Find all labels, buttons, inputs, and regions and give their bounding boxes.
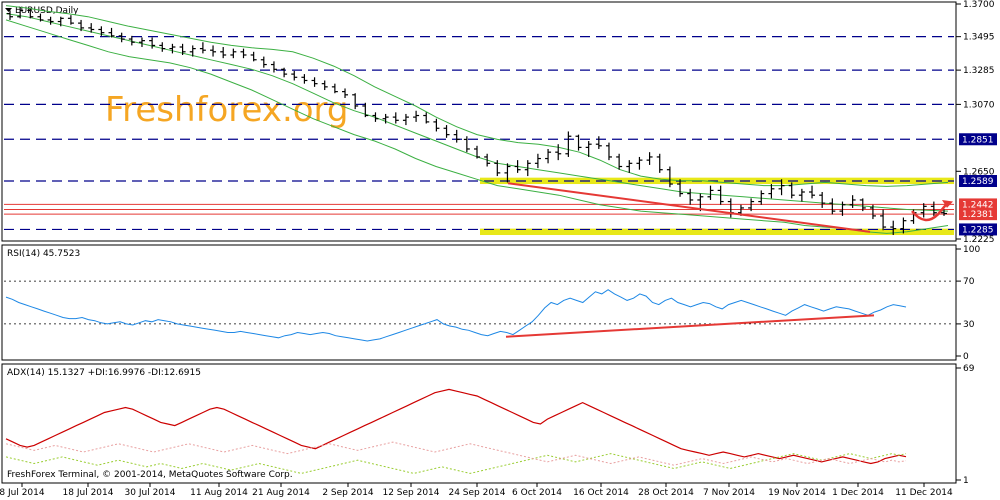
- price-axis-label: 1.2225: [963, 235, 995, 245]
- price-axis-label: 1.3285: [963, 66, 995, 76]
- footer-copyright: FreshForex Terminal, © 2001-2014, MetaQu…: [7, 470, 293, 480]
- price-label-box: [959, 208, 997, 221]
- price-label-box: [959, 223, 997, 236]
- dropdown-icon[interactable]: [5, 8, 12, 12]
- price-label-text: 1.2851: [962, 135, 994, 145]
- x-axis-label: 7 Nov 2014: [703, 488, 755, 498]
- adx-axis-label: 1: [963, 476, 969, 486]
- adx-panel: [1, 363, 957, 484]
- bollinger-lower-line: [5, 19, 949, 234]
- rsi-trend-line: [505, 314, 875, 338]
- price-label-box: [959, 175, 997, 188]
- rsi-axis-label: 30: [963, 320, 975, 330]
- x-axis-label: 2 Sep 2014: [322, 488, 374, 498]
- x-axis-label: 21 Aug 2014: [252, 488, 310, 498]
- x-axis-label: 8 Jul 2014: [0, 488, 45, 498]
- rsi-line: [5, 289, 907, 342]
- rsi-axis-label: 70: [963, 277, 975, 287]
- price-label-box: [959, 198, 997, 211]
- x-axis-label: 6 Oct 2014: [512, 488, 562, 498]
- x-axis-label: 18 Jul 2014: [63, 488, 114, 498]
- x-axis-label: 11 Dec 2014: [895, 488, 953, 498]
- support-zone: [480, 228, 954, 236]
- trend-line: [507, 182, 871, 233]
- forecast-arrow-path: [911, 201, 949, 222]
- price-axis-label: 1.3700: [963, 0, 995, 10]
- adx-panel-title: ADX(14) 15.1327 +DI:16.9976 -DI:12.6915: [7, 368, 201, 378]
- x-axis-label: 28 Oct 2014: [638, 488, 694, 498]
- price-axis-label: 1.3070: [963, 100, 995, 110]
- x-axis-label: 1 Dec 2014: [832, 488, 884, 498]
- price-label-text: 1.2381: [962, 210, 994, 220]
- adx-line-2: [5, 441, 907, 466]
- price-label-text: 1.2589: [962, 177, 994, 187]
- price-label-text: 1.2285: [962, 225, 994, 235]
- x-axis-label: 19 Nov 2014: [768, 488, 826, 498]
- rsi-axis-label: 0: [963, 352, 969, 362]
- rsi-panel: [1, 244, 957, 361]
- price-label-text: 1.2442: [962, 200, 994, 210]
- price-panel: [1, 1, 957, 242]
- adx-axis-label: 69: [963, 364, 975, 374]
- watermark-text: Freshforex.org: [105, 90, 349, 130]
- forecast-arrow-head-icon: [942, 199, 953, 208]
- x-axis-label: 24 Sep 2014: [448, 488, 505, 498]
- rsi-axis-label: 100: [963, 245, 980, 255]
- price-label-box: [959, 133, 997, 146]
- price-axis-label: 1.2650: [963, 167, 995, 177]
- x-axis-label: 12 Sep 2014: [382, 488, 439, 498]
- rsi-panel-title: RSI(14) 45.7523: [7, 249, 80, 259]
- price-axis-label: 1.3495: [963, 33, 995, 43]
- adx-line-0: [5, 388, 907, 465]
- x-axis-label: 30 Jul 2014: [125, 488, 176, 498]
- x-axis-label: 16 Oct 2014: [573, 488, 629, 498]
- x-axis-label: 11 Aug 2014: [190, 488, 248, 498]
